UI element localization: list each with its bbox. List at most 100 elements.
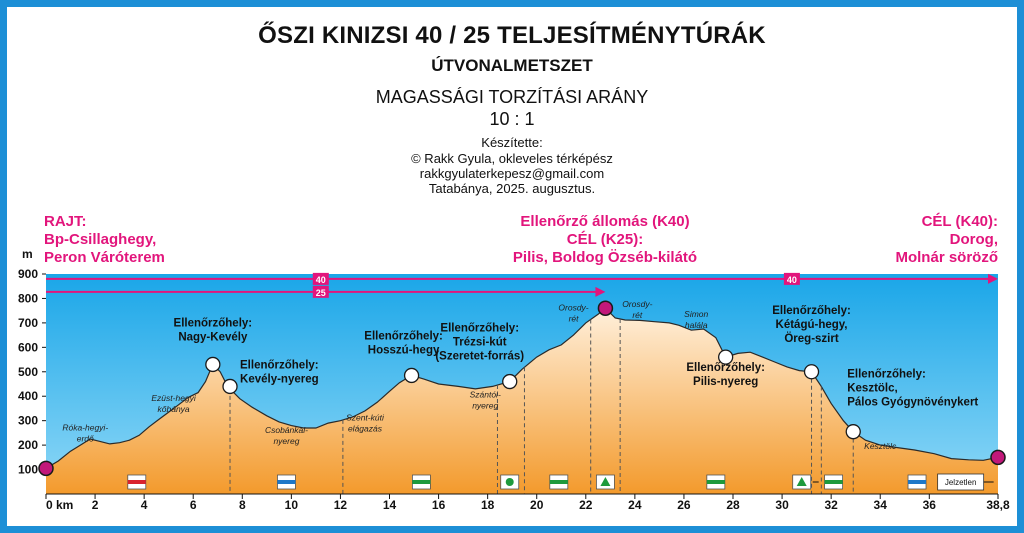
route-arrow-head	[988, 273, 998, 284]
start-label: RAJT: Bp-Csillaghegy, Peron Váróterem	[44, 213, 165, 267]
credit-date: Tatabánya, 2025. augusztus.	[428, 181, 596, 196]
place-label: elágazás	[348, 424, 383, 434]
place-label: erdő	[77, 433, 94, 443]
control-station-marker	[597, 300, 614, 316]
credit-email: rakkgyulaterkepesz@gmail.com	[419, 166, 605, 181]
x-tick-label: 32	[824, 498, 838, 512]
credit-heading: Készítette:	[481, 135, 543, 150]
checkpoint-label: Kevély-nyereg	[240, 373, 319, 385]
place-label: Szent-kúti	[346, 413, 385, 423]
trail-marker-stripe	[706, 480, 725, 484]
checkpoint-label: Pálos Gyógynövénykert	[847, 397, 978, 409]
start-label-line: Peron Váróterem	[44, 249, 165, 266]
trail-marker-stripe	[824, 480, 843, 484]
x-tick-label: 26	[677, 498, 691, 512]
checkpoint-label: Kesztölc,	[847, 383, 898, 395]
route-label-box	[312, 285, 329, 298]
place-label: Ezüst-hegyi	[151, 393, 197, 403]
checkpoint-label: Pilis-nyereg	[693, 376, 758, 388]
checkpoint-label: Ellenőrzőhely:	[240, 359, 319, 371]
x-tick-label: 20	[530, 498, 544, 512]
x-tick-label: 30	[775, 498, 789, 512]
midpoint-label: Ellenőrző állomás (K40) CÉL (K25): Pilis…	[470, 213, 740, 267]
x-tick-label: 34	[874, 498, 888, 512]
checkpoint-label: Ellenőrzőhely:	[686, 362, 765, 374]
midpoint-label-line: Ellenőrző állomás (K40)	[520, 213, 690, 230]
trail-marker-stripe	[549, 480, 568, 484]
checkpoint-label: Trézsi-kút	[453, 337, 507, 349]
y-axis-unit: m	[22, 247, 33, 261]
route-label: 40	[316, 275, 326, 285]
distortion-ratio-value: 10 : 1	[489, 109, 535, 129]
checkpoint-marker	[717, 349, 734, 365]
finish-label-line: CÉL (K40):	[921, 213, 998, 230]
y-tick-label: 400	[18, 389, 38, 403]
place-label: rét	[632, 310, 643, 320]
start-label-line: Bp-Csillaghegy,	[44, 231, 157, 248]
route-label-box	[312, 272, 329, 285]
trail-marker-stripe	[412, 480, 431, 484]
place-label: Szántói-	[470, 389, 501, 399]
y-tick-label: 300	[18, 414, 38, 428]
y-tick-label: 700	[18, 316, 38, 330]
x-tick-label: 16	[432, 498, 446, 512]
page-title: ŐSZI KINIZSI 40 / 25 TELJESÍTMÉNYTÚRÁK	[258, 22, 766, 49]
start-label-line: RAJT:	[44, 213, 87, 230]
y-tick-label: 600	[18, 340, 38, 354]
place-label: rét	[569, 314, 580, 324]
route-arrow-head	[595, 286, 606, 297]
x-tick-label: 28	[726, 498, 740, 512]
y-tick-label: 800	[18, 291, 38, 305]
y-tick-label: 500	[18, 365, 38, 379]
finish-label: CÉL (K40): Dorog, Molnár söröző	[895, 213, 998, 267]
checkpoint-marker	[403, 367, 420, 384]
terrain-area	[46, 308, 998, 494]
x-tick-label: 22	[579, 498, 593, 512]
checkpoint-label: Ellenőrzőhely:	[364, 330, 443, 342]
trail-marker-stripe	[908, 480, 927, 484]
route-label: 25	[316, 288, 326, 298]
checkpoint-marker	[502, 373, 518, 390]
route-label: 40	[787, 275, 797, 285]
midpoint-label-line: CÉL (K25):	[566, 231, 644, 248]
midpoint-label-line: Pilis, Boldog Özséb-kilátó	[512, 249, 698, 266]
x-tick-label: 38,8	[986, 498, 1010, 512]
x-tick-label: 10	[285, 498, 299, 512]
trail-marker-triangle	[600, 477, 611, 486]
x-tick-label: 12	[334, 498, 348, 512]
route-label-box	[783, 272, 800, 285]
checkpoint-label: Öreg-szirt	[784, 332, 838, 345]
place-label: Róka-hegyi-	[62, 422, 108, 432]
page-subtitle: ÚTVONALMETSZET	[431, 56, 593, 75]
checkpoint-marker	[205, 356, 221, 373]
x-tick-label: 0 km	[46, 498, 73, 512]
place-label: Orosdy-	[622, 299, 652, 309]
x-tick-label: 8	[239, 498, 246, 512]
distortion-ratio-label: MAGASSÁGI TORZÍTÁSI ARÁNY	[375, 87, 649, 107]
x-tick-label: 24	[628, 498, 642, 512]
finish-label-line: Dorog,	[949, 231, 998, 248]
credit-author: © Rakk Gyula, okleveles térképész	[411, 151, 613, 166]
trail-marker-circle	[505, 478, 514, 486]
place-label: kőbánya	[158, 404, 190, 414]
checkpoint-label: Ellenőrzőhely:	[847, 369, 926, 381]
trail-marker-stripe	[127, 480, 146, 484]
place-label: Csobánkai-	[265, 425, 308, 435]
y-tick-label: 200	[18, 438, 38, 452]
checkpoint-label: Hosszú-hegy	[368, 344, 440, 356]
checkpoint-marker	[803, 364, 820, 380]
x-tick-label: 18	[481, 498, 495, 512]
unmarked-trail-label: Jelzetlen	[945, 478, 977, 487]
checkpoint-label: Ellenőrzőhely:	[440, 323, 519, 335]
y-tick-label: 100	[18, 463, 38, 477]
checkpoint-label: (Szeretet-forrás)	[435, 351, 524, 363]
checkpoint-marker	[222, 378, 238, 395]
place-label: Orosdy-	[558, 303, 588, 313]
place-label: Simon	[684, 309, 708, 319]
x-tick-label: 2	[92, 498, 99, 512]
x-tick-label: 36	[923, 498, 937, 512]
x-tick-label: 4	[141, 498, 148, 512]
place-label: halála	[685, 320, 708, 330]
x-tick-label: 14	[383, 498, 397, 512]
